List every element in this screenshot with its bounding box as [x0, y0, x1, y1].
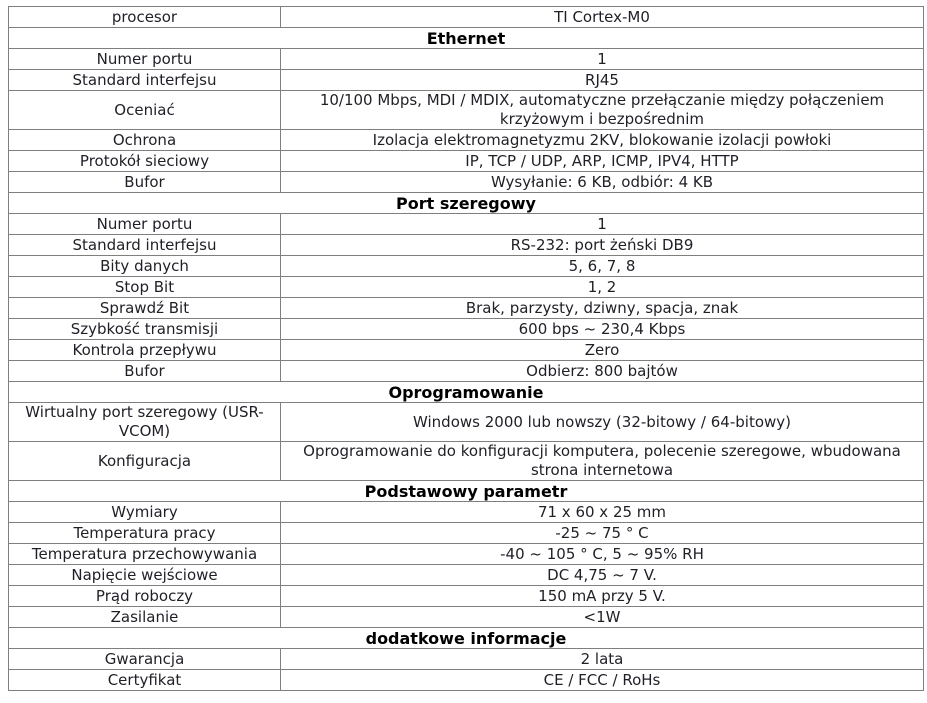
spec-label: Bufor: [8, 171, 281, 193]
section-row: Port szeregowy: [8, 192, 924, 214]
spec-value: Brak, parzysty, dziwny, spacja, znak: [280, 297, 924, 319]
section-header: dodatkowe informacje: [8, 627, 924, 649]
spec-label: Napięcie wejściowe: [8, 564, 281, 586]
spec-label: Szybkość transmisji: [8, 318, 281, 340]
table-row: Oceniać 10/100 Mbps, MDI / MDIX, automaty…: [8, 90, 924, 130]
section-header: Oprogramowanie: [8, 381, 924, 403]
table-row: Certyfikat CE / FCC / RoHs: [8, 669, 924, 691]
spec-label: Bity danych: [8, 255, 281, 277]
spec-label: Numer portu: [8, 48, 281, 70]
spec-value: RS-232: port żeński DB9: [280, 234, 924, 256]
spec-value: -25 ~ 75 ° C: [280, 522, 924, 544]
table-row: Konfiguracja Oprogramowanie do konfigurac…: [8, 441, 924, 481]
spec-label: Zasilanie: [8, 606, 281, 628]
spec-label: Certyfikat: [8, 669, 281, 691]
spec-value: 150 mA przy 5 V.: [280, 585, 924, 607]
spec-value: DC 4,75 ~ 7 V.: [280, 564, 924, 586]
table-row: Bufor Odbierz: 800 bajtów: [8, 360, 924, 382]
spec-label: Konfiguracja: [8, 441, 281, 481]
spec-label: Temperatura pracy: [8, 522, 281, 544]
spec-value: CE / FCC / RoHs: [280, 669, 924, 691]
spec-value: IP, TCP / UDP, ARP, ICMP, IPV4, HTTP: [280, 150, 924, 172]
spec-value: TI Cortex-M0: [280, 6, 924, 28]
table-row: Kontrola przepływu Zero: [8, 339, 924, 361]
spec-value: 1, 2: [280, 276, 924, 298]
section-row: Ethernet: [8, 27, 924, 49]
table-row: Bufor Wysyłanie: 6 KB, odbiór: 4 KB: [8, 171, 924, 193]
table-row: Wymiary 71 x 60 x 25 mm: [8, 501, 924, 523]
spec-label: Ochrona: [8, 129, 281, 151]
spec-label: Prąd roboczy: [8, 585, 281, 607]
table-row: Napięcie wejściowe DC 4,75 ~ 7 V.: [8, 564, 924, 586]
spec-table: procesor TI Cortex-M0 Ethernet Numer portu 1…: [8, 6, 924, 691]
table-row: Standard interfejsu RS-232: port żeński D…: [8, 234, 924, 256]
table-row: Bity danych 5, 6, 7, 8: [8, 255, 924, 277]
spec-label: Bufor: [8, 360, 281, 382]
spec-value: 10/100 Mbps, MDI / MDIX, automatyczne pr…: [280, 90, 924, 130]
section-header: Port szeregowy: [8, 192, 924, 214]
table-row: Sprawdź Bit Brak, parzysty, dziwny, spacj…: [8, 297, 924, 319]
section-header: Ethernet: [8, 27, 924, 49]
spec-label: Numer portu: [8, 213, 281, 235]
spec-table-body: procesor TI Cortex-M0 Ethernet Numer portu 1…: [8, 6, 924, 691]
spec-value: 71 x 60 x 25 mm: [280, 501, 924, 523]
spec-value: RJ45: [280, 69, 924, 91]
spec-value: 5, 6, 7, 8: [280, 255, 924, 277]
table-row: Numer portu 1: [8, 213, 924, 235]
spec-value: 1: [280, 48, 924, 70]
spec-label: Protokół sieciowy: [8, 150, 281, 172]
spec-label: procesor: [8, 6, 281, 28]
spec-label: Sprawdź Bit: [8, 297, 281, 319]
spec-value: Zero: [280, 339, 924, 361]
table-row: Numer portu 1: [8, 48, 924, 70]
spec-label: Wirtualny port szeregowy (USR-VCOM): [8, 402, 281, 442]
table-row: Protokół sieciowy IP, TCP / UDP, ARP, ICM…: [8, 150, 924, 172]
spec-value: Windows 2000 lub nowszy (32-bitowy / 64-…: [280, 402, 924, 442]
spec-value: 600 bps ~ 230,4 Kbps: [280, 318, 924, 340]
table-row: Prąd roboczy 150 mA przy 5 V.: [8, 585, 924, 607]
spec-label: Kontrola przepływu: [8, 339, 281, 361]
table-row: Gwarancja 2 lata: [8, 648, 924, 670]
table-row: procesor TI Cortex-M0: [8, 6, 924, 28]
table-row: Stop Bit 1, 2: [8, 276, 924, 298]
table-row: Temperatura pracy -25 ~ 75 ° C: [8, 522, 924, 544]
table-row: Temperatura przechowywania -40 ~ 105 ° C,…: [8, 543, 924, 565]
section-row: Oprogramowanie: [8, 381, 924, 403]
spec-value: 1: [280, 213, 924, 235]
spec-label: Oceniać: [8, 90, 281, 130]
table-row: Szybkość transmisji 600 bps ~ 230,4 Kbps: [8, 318, 924, 340]
spec-label: Stop Bit: [8, 276, 281, 298]
spec-value: <1W: [280, 606, 924, 628]
table-row: Standard interfejsu RJ45: [8, 69, 924, 91]
spec-value: Wysyłanie: 6 KB, odbiór: 4 KB: [280, 171, 924, 193]
table-row: Ochrona Izolacja elektromagnetyzmu 2KV, b…: [8, 129, 924, 151]
spec-label: Standard interfejsu: [8, 234, 281, 256]
spec-label: Standard interfejsu: [8, 69, 281, 91]
spec-label: Temperatura przechowywania: [8, 543, 281, 565]
section-row: dodatkowe informacje: [8, 627, 924, 649]
table-row: Wirtualny port szeregowy (USR-VCOM) Windo…: [8, 402, 924, 442]
spec-label: Gwarancja: [8, 648, 281, 670]
spec-value: Odbierz: 800 bajtów: [280, 360, 924, 382]
section-row: Podstawowy parametr: [8, 480, 924, 502]
spec-value: 2 lata: [280, 648, 924, 670]
table-row: Zasilanie <1W: [8, 606, 924, 628]
spec-value: -40 ~ 105 ° C, 5 ~ 95% RH: [280, 543, 924, 565]
spec-label: Wymiary: [8, 501, 281, 523]
spec-value: Oprogramowanie do konfiguracji komputera…: [280, 441, 924, 481]
spec-value: Izolacja elektromagnetyzmu 2KV, blokowan…: [280, 129, 924, 151]
section-header: Podstawowy parametr: [8, 480, 924, 502]
